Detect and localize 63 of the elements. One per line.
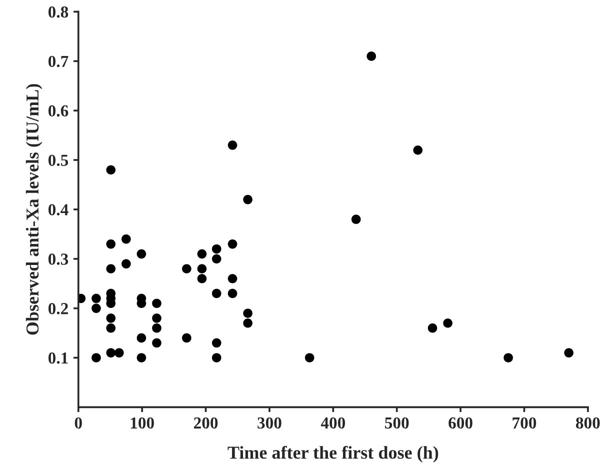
x-tick-label: 800 bbox=[576, 417, 600, 429]
point bbox=[212, 338, 222, 348]
point bbox=[197, 264, 207, 274]
x-tick-label: 100 bbox=[130, 417, 154, 429]
point bbox=[152, 323, 162, 333]
point bbox=[106, 264, 116, 274]
point bbox=[304, 353, 314, 362]
point bbox=[92, 304, 101, 313]
x-tick-label: 0 bbox=[74, 417, 82, 429]
point bbox=[212, 254, 222, 264]
y-tick-label: 0.4 bbox=[48, 204, 68, 216]
point bbox=[136, 333, 146, 343]
x-tick-label: 700 bbox=[512, 417, 536, 429]
point bbox=[504, 353, 513, 362]
y-tick-label: 0.6 bbox=[48, 105, 68, 117]
point bbox=[92, 353, 101, 362]
point bbox=[413, 145, 423, 155]
point bbox=[212, 353, 222, 362]
point bbox=[212, 288, 222, 298]
point bbox=[106, 314, 116, 323]
x-tick-label: 600 bbox=[448, 417, 472, 429]
point bbox=[212, 244, 222, 254]
point bbox=[152, 298, 162, 308]
x-tick-label: 200 bbox=[194, 417, 218, 429]
point bbox=[122, 234, 131, 244]
point bbox=[136, 249, 146, 259]
x-tick-label: 300 bbox=[258, 417, 282, 429]
y-tick-label: 0.7 bbox=[48, 56, 68, 68]
point bbox=[428, 323, 438, 333]
point bbox=[122, 259, 131, 268]
point bbox=[228, 288, 238, 298]
point bbox=[182, 264, 192, 274]
x-axis-title: Time after the first dose (h) bbox=[228, 446, 438, 462]
x-tick-label: 500 bbox=[385, 417, 409, 429]
point bbox=[92, 294, 101, 304]
point bbox=[564, 348, 574, 358]
point bbox=[228, 239, 238, 249]
point bbox=[106, 323, 116, 333]
y-tick-label: 0.3 bbox=[48, 254, 68, 265]
point bbox=[106, 348, 116, 358]
point bbox=[228, 274, 238, 284]
point bbox=[197, 249, 207, 259]
x-tick-label: 400 bbox=[320, 417, 346, 429]
point bbox=[243, 308, 252, 318]
y-tick-label: 0.1 bbox=[48, 352, 68, 364]
y-tick-label: 0.5 bbox=[48, 154, 68, 166]
point bbox=[243, 318, 252, 328]
point bbox=[443, 318, 452, 328]
point bbox=[106, 239, 116, 249]
point bbox=[152, 338, 162, 348]
point bbox=[197, 274, 207, 284]
point bbox=[182, 333, 192, 343]
point bbox=[136, 353, 146, 362]
y-tick-label: 0.8 bbox=[48, 6, 68, 18]
y-axis-title: Observed anti-Xa levels (IU/mL) bbox=[26, 84, 42, 335]
point bbox=[152, 314, 162, 323]
point bbox=[228, 140, 238, 150]
y-tick-label: 0.2 bbox=[48, 302, 68, 314]
point bbox=[243, 194, 252, 204]
point bbox=[106, 165, 116, 175]
point bbox=[114, 348, 124, 358]
point bbox=[351, 214, 361, 224]
point bbox=[366, 52, 376, 61]
